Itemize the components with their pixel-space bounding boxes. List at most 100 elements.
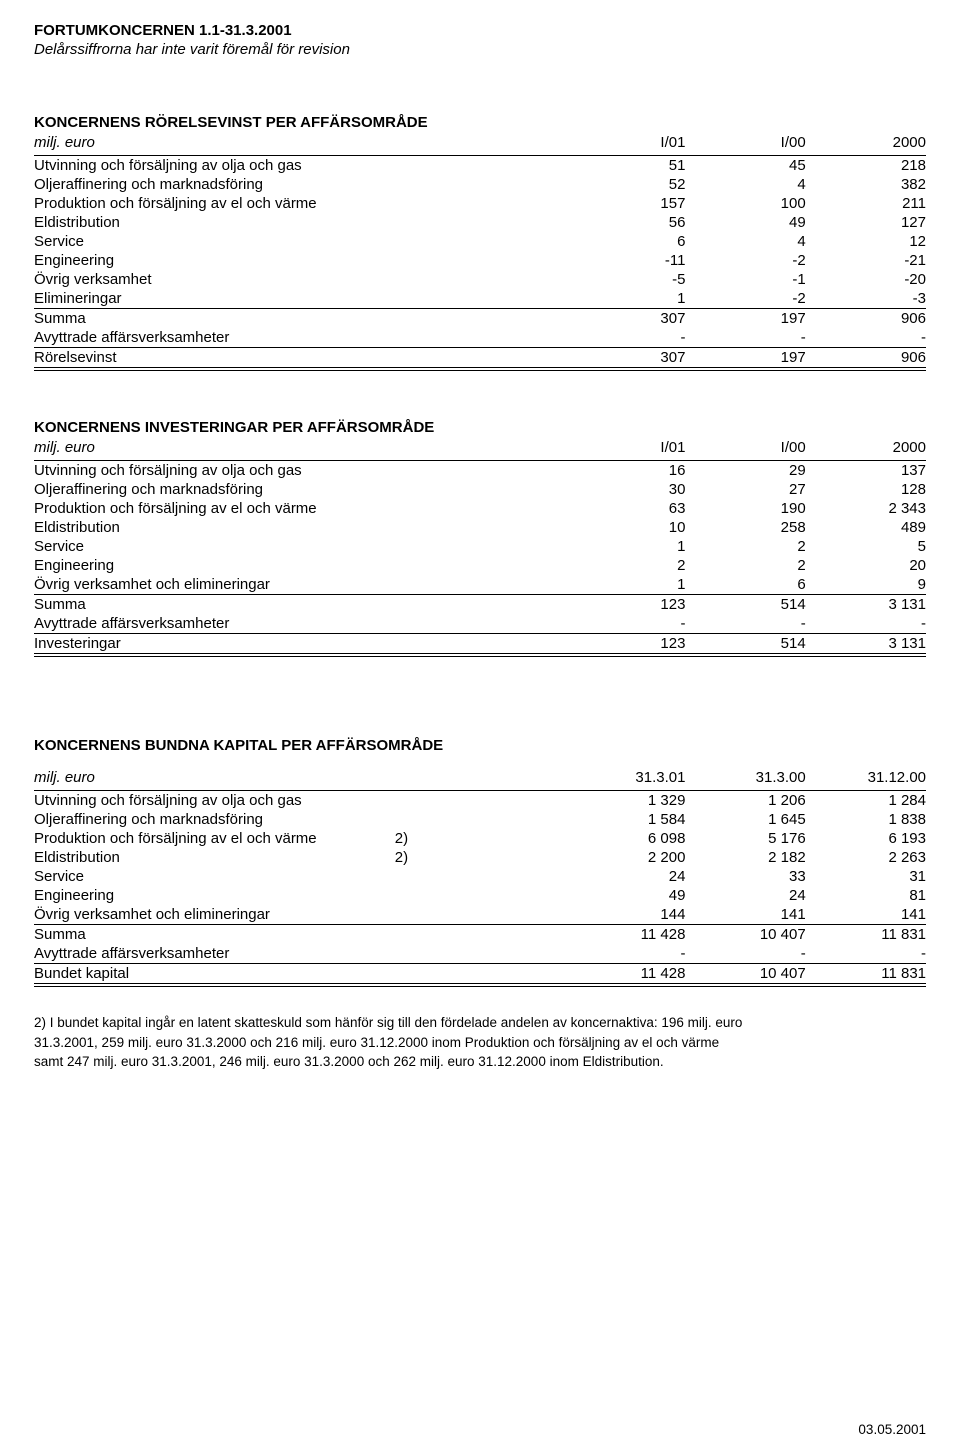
section-operating-profit: KONCERNENS RÖRELSEVINST PER AFFÄRSOMRÅDE…	[34, 114, 926, 371]
subtotal-row: Summa307197906	[34, 309, 926, 329]
row-note	[395, 867, 565, 886]
cell: 127	[806, 213, 926, 232]
row-label: Produktion och försäljning av el och vär…	[34, 829, 395, 848]
table-row: Oljeraffinering och marknadsföring524382	[34, 175, 926, 194]
table-row: Elimineringar1-2-3	[34, 289, 926, 309]
subtotal-row: Avyttrade affärsverksamheter---	[34, 328, 926, 348]
row-label: Investeringar	[34, 634, 395, 656]
table-row: Övrig verksamhet och elimineringar169	[34, 575, 926, 595]
cell: 197	[685, 309, 805, 329]
table-row: Service243331	[34, 867, 926, 886]
cell: 2	[565, 556, 685, 575]
cell: -	[685, 328, 805, 348]
cell: 514	[685, 634, 805, 656]
row-label: Övrig verksamhet och elimineringar	[34, 575, 395, 595]
cell: 11 428	[565, 925, 685, 945]
table-end-rule	[34, 985, 926, 987]
cell: -21	[806, 251, 926, 270]
table-row: Eldistribution5649127	[34, 213, 926, 232]
cell: 1 645	[685, 810, 805, 829]
cell: 906	[806, 348, 926, 370]
cell: 16	[565, 461, 685, 481]
row-label: Engineering	[34, 556, 395, 575]
row-label: Avyttrade affärsverksamheter	[34, 614, 395, 634]
table-row: Utvinning och försäljning av olja och ga…	[34, 461, 926, 481]
cell: 1	[565, 575, 685, 595]
cell: 12	[806, 232, 926, 251]
row-note: 2)	[395, 829, 565, 848]
section-investments: KONCERNENS INVESTERINGAR PER AFFÄRSOMRÅD…	[34, 419, 926, 657]
total-row: Rörelsevinst307197906	[34, 348, 926, 370]
cell: 4	[685, 175, 805, 194]
cell: 307	[565, 309, 685, 329]
cell: -	[565, 328, 685, 348]
row-label: Service	[34, 867, 395, 886]
col-header: I/01	[565, 133, 685, 156]
blank-cell	[395, 768, 565, 791]
page: FORTUMKONCERNEN 1.1-31.3.2001 Delårssiff…	[0, 0, 960, 1449]
cell: 1 329	[565, 791, 685, 811]
footnote-line: 31.3.2001, 259 milj. euro 31.3.2000 och …	[34, 1033, 926, 1053]
cell: 45	[685, 156, 805, 176]
table-header-row: milj. euro I/01 I/00 2000	[34, 438, 926, 461]
row-label: Engineering	[34, 251, 395, 270]
row-label: Avyttrade affärsverksamheter	[34, 328, 395, 348]
row-note	[395, 905, 565, 925]
cell: -1	[685, 270, 805, 289]
row-label: Övrig verksamhet och elimineringar	[34, 905, 395, 925]
table-header-row: milj. euro 31.3.01 31.3.00 31.12.00	[34, 768, 926, 791]
cell: 3 131	[806, 595, 926, 615]
section-capital-employed: KONCERNENS BUNDNA KAPITAL PER AFFÄRSOMRÅ…	[34, 737, 926, 987]
row-label: Elimineringar	[34, 289, 395, 309]
row-label: Eldistribution	[34, 518, 395, 537]
cell: 9	[806, 575, 926, 595]
row-label: Engineering	[34, 886, 395, 905]
cell: 30	[565, 480, 685, 499]
table-row: Produktion och försäljning av el och vär…	[34, 499, 926, 518]
row-note	[395, 810, 565, 829]
cell: 141	[685, 905, 805, 925]
table-investments: milj. euro I/01 I/00 2000 Utvinning och …	[34, 438, 926, 657]
cell: 5 176	[685, 829, 805, 848]
table-row: Service125	[34, 537, 926, 556]
cell: 218	[806, 156, 926, 176]
cell: 197	[685, 348, 805, 370]
cell: 51	[565, 156, 685, 176]
cell: 137	[806, 461, 926, 481]
cell: -	[806, 614, 926, 634]
footnotes: 2) I bundet kapital ingår en latent skat…	[34, 1013, 926, 1072]
cell: 31	[806, 867, 926, 886]
cell: 49	[565, 886, 685, 905]
cell: 11 831	[806, 964, 926, 986]
col-header: I/01	[565, 438, 685, 461]
cell: 6	[565, 232, 685, 251]
cell: 33	[685, 867, 805, 886]
table-row: Oljeraffinering och marknadsföring302712…	[34, 480, 926, 499]
table-row: Utvinning och försäljning av olja och ga…	[34, 156, 926, 176]
row-note	[395, 886, 565, 905]
col-header: 31.3.00	[685, 768, 805, 791]
col-header: I/00	[685, 133, 805, 156]
cell: 489	[806, 518, 926, 537]
cell: 5	[806, 537, 926, 556]
cell: -	[685, 614, 805, 634]
table-row: Produktion och försäljning av el och vär…	[34, 194, 926, 213]
row-label: Service	[34, 537, 395, 556]
cell: 211	[806, 194, 926, 213]
unit-label: milj. euro	[34, 438, 395, 461]
cell: 4	[685, 232, 805, 251]
row-label: Eldistribution	[34, 848, 395, 867]
cell: -2	[685, 251, 805, 270]
cell: -	[806, 944, 926, 964]
cell: 49	[685, 213, 805, 232]
footnote-line: 2) I bundet kapital ingår en latent skat…	[34, 1013, 926, 1033]
cell: -20	[806, 270, 926, 289]
cell: 141	[806, 905, 926, 925]
table-row: Övrig verksamhet-5-1-20	[34, 270, 926, 289]
doc-subtitle: Delårssiffrorna har inte varit föremål f…	[34, 41, 926, 58]
row-label: Produktion och försäljning av el och vär…	[34, 499, 395, 518]
row-label: Utvinning och försäljning av olja och ga…	[34, 461, 395, 481]
cell: 514	[685, 595, 805, 615]
cell: 81	[806, 886, 926, 905]
cell: 2 263	[806, 848, 926, 867]
